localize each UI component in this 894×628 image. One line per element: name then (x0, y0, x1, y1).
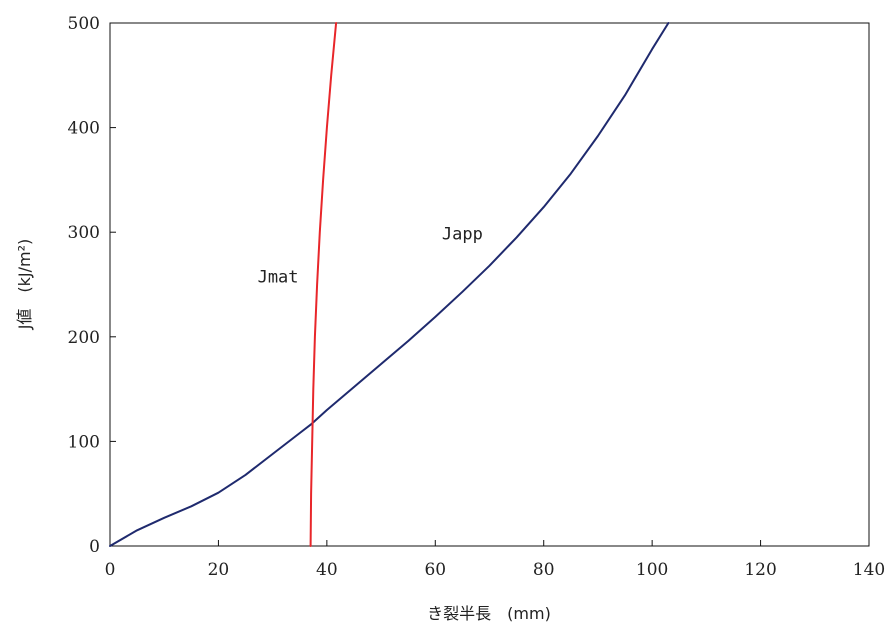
series-line-jmat (309, 22, 338, 547)
y-tick-label: 300 (68, 223, 100, 243)
x-tick-label: 100 (636, 560, 668, 580)
x-axis-ticks: 0 20 40 60 80 100 120 140 (105, 540, 885, 580)
y-tick-label: 0 (89, 537, 100, 557)
series-layer (109, 22, 670, 547)
annotation-layer: Japp Jmat (258, 225, 483, 288)
y-axis-ticks: 0 100 200 300 400 500 (68, 14, 116, 557)
x-tick-label: 80 (533, 560, 555, 580)
y-tick-label: 400 (68, 119, 100, 139)
y-tick-label: 200 (68, 328, 100, 348)
series-line-japp (109, 22, 670, 547)
x-axis-title: き裂半長 (mm) (427, 604, 551, 623)
x-tick-label: 40 (316, 560, 338, 580)
x-tick-label: 120 (744, 560, 776, 580)
y-tick-label: 100 (68, 432, 100, 452)
plot-frame (109, 22, 870, 547)
x-tick-label: 60 (424, 560, 446, 580)
y-axis-title: J値 (kJ/m²) (15, 239, 34, 331)
y-tick-label: 500 (68, 14, 100, 34)
x-tick-label: 20 (208, 560, 230, 580)
series-label-jmat: Jmat (258, 267, 299, 287)
x-tick-label: 140 (853, 560, 885, 580)
series-label-japp: Japp (442, 225, 483, 245)
x-tick-label: 0 (105, 560, 116, 580)
